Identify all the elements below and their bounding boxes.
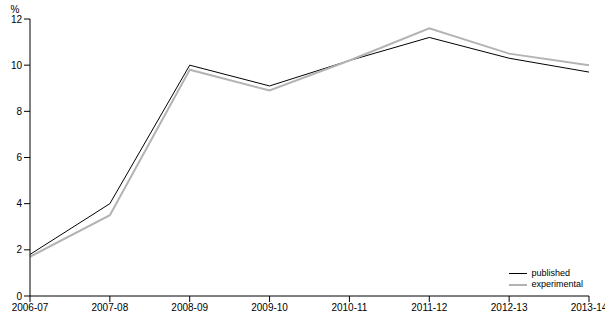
svg-text:2012-13: 2012-13 <box>491 302 528 313</box>
svg-text:2006-07: 2006-07 <box>12 302 49 313</box>
svg-text:2008-09: 2008-09 <box>171 302 208 313</box>
html-text:published: published <box>531 268 570 278</box>
svg-text:12: 12 <box>11 14 23 25</box>
svg-text:0: 0 <box>16 291 22 302</box>
svg-text:2013-14: 2013-14 <box>571 302 597 313</box>
svg-text:2: 2 <box>16 244 22 255</box>
svg-text:2011-12: 2011-12 <box>411 302 447 313</box>
html-text:experimental: experimental <box>531 279 583 289</box>
svg-text:4: 4 <box>16 198 22 209</box>
svg-text:2009-10: 2009-10 <box>251 302 288 313</box>
svg-text:10: 10 <box>11 60 23 71</box>
svg-text:8: 8 <box>16 106 22 117</box>
svg-text:2007-08: 2007-08 <box>92 302 129 313</box>
svg-text:%: % <box>11 4 20 15</box>
svg-text:6: 6 <box>16 152 22 163</box>
svg-text:2010-11: 2010-11 <box>331 302 367 313</box>
